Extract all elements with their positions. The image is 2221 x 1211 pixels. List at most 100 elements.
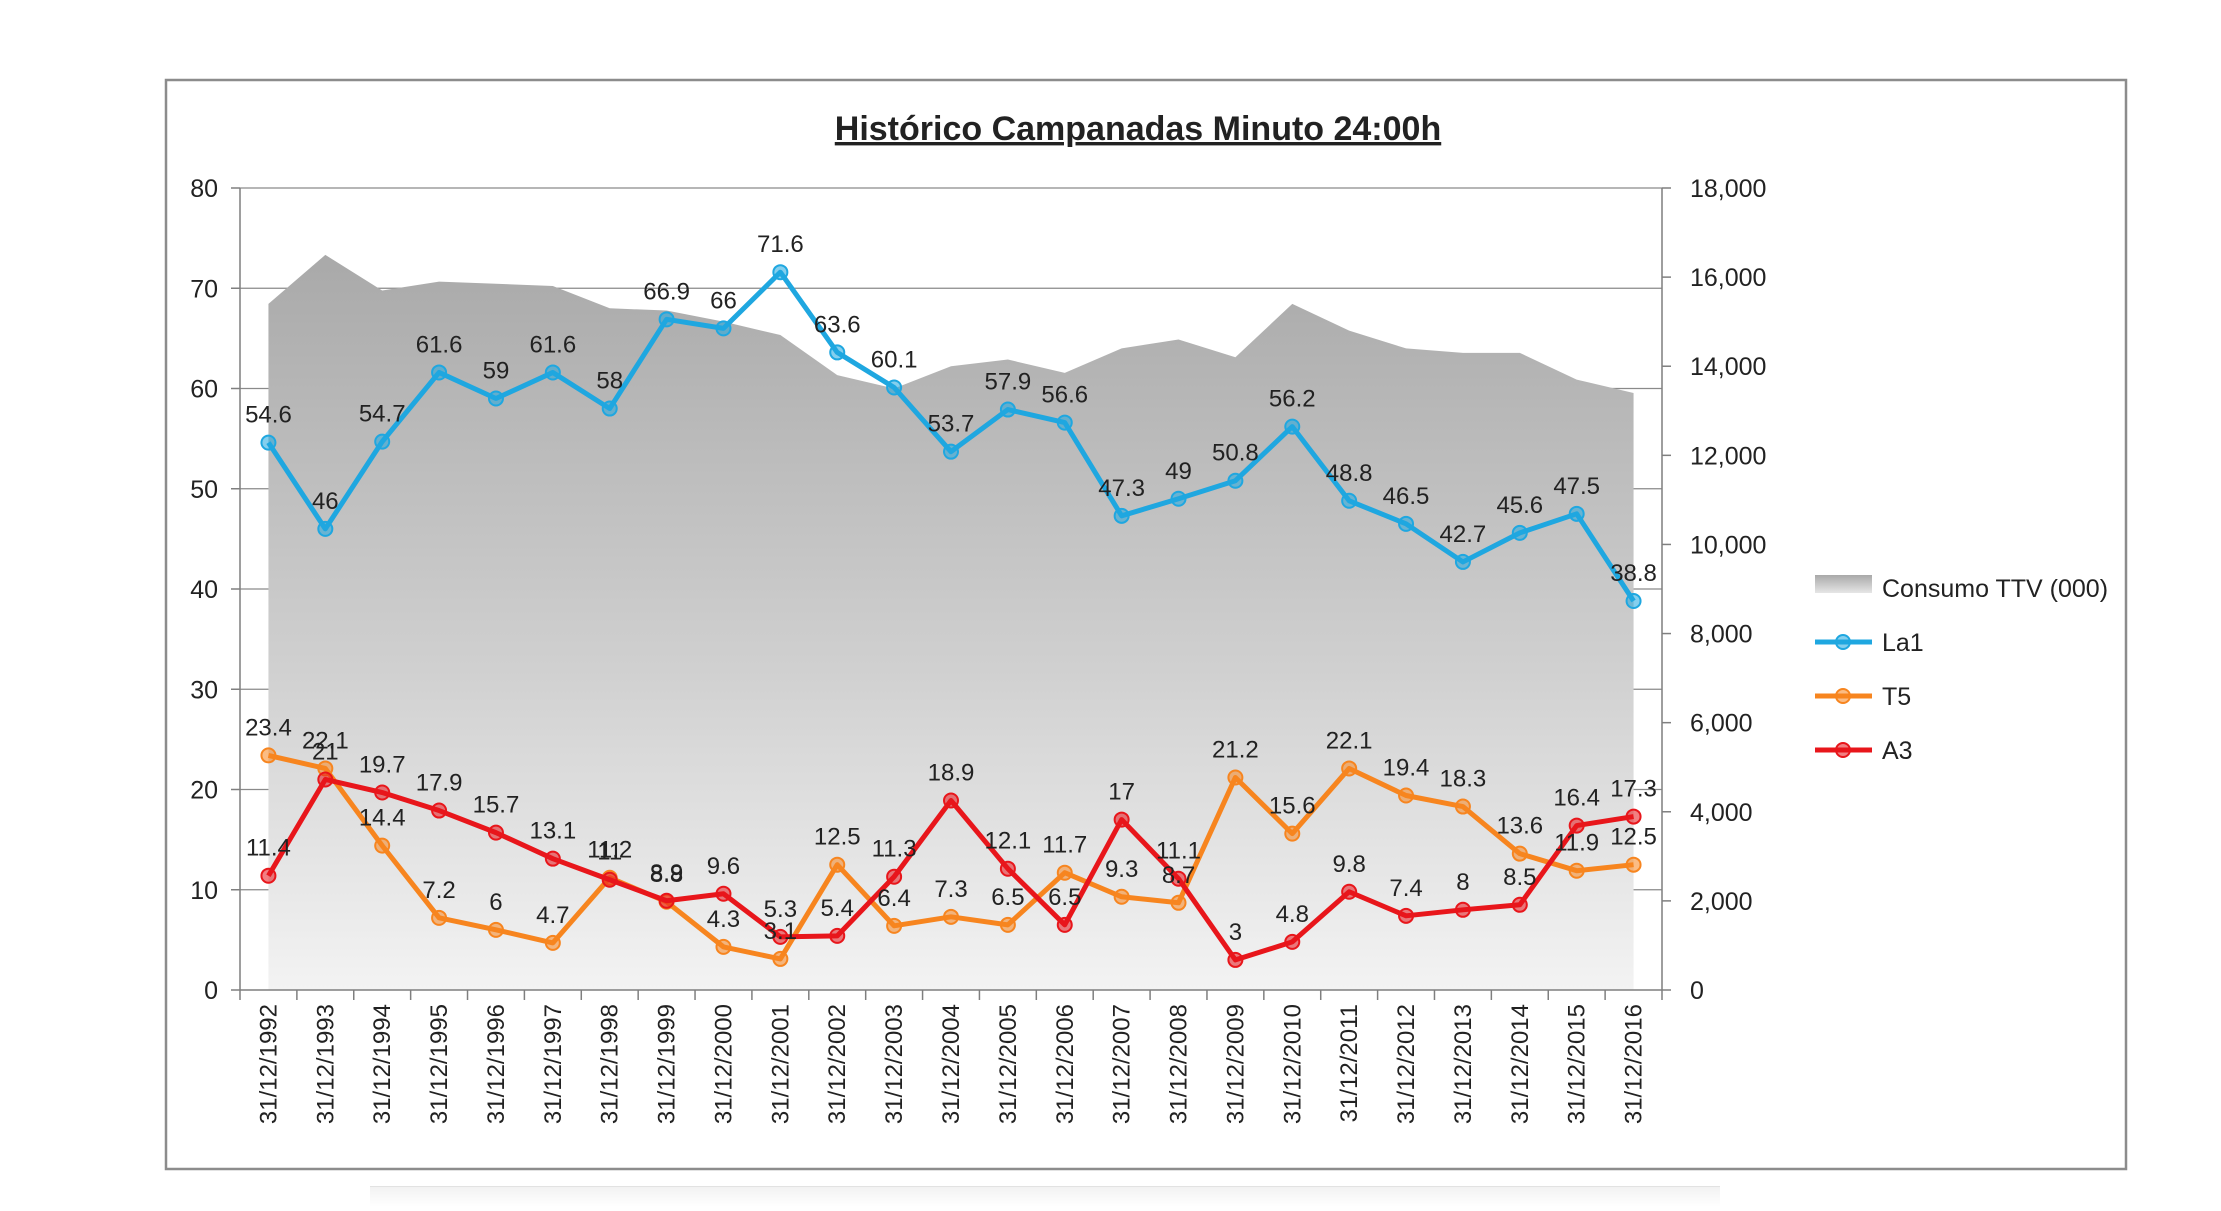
data-label-la1: 56.2 bbox=[1269, 386, 1316, 413]
marker-t5 bbox=[1398, 787, 1415, 804]
marker-t5 bbox=[431, 909, 448, 926]
marker-t5 bbox=[1056, 864, 1073, 881]
legend-marker-la1 bbox=[1835, 634, 1851, 650]
y-tick-label: 30 bbox=[190, 676, 218, 704]
data-label-la1: 57.9 bbox=[985, 369, 1032, 396]
marker-la1 bbox=[1398, 515, 1415, 532]
marker-t5 bbox=[772, 950, 789, 967]
data-label-a3: 18.9 bbox=[928, 760, 975, 787]
data-label-a3: 19.7 bbox=[359, 752, 406, 779]
y2-tick-label: 16,000 bbox=[1690, 264, 1766, 292]
y2-tick-label: 12,000 bbox=[1690, 442, 1766, 470]
data-label-t5: 23.4 bbox=[245, 714, 292, 741]
x-tick-label: 31/12/2005 bbox=[995, 1004, 1022, 1124]
marker-t5 bbox=[1511, 845, 1528, 862]
data-label-la1: 66.9 bbox=[643, 278, 690, 305]
data-label-a3: 16.4 bbox=[1553, 785, 1600, 812]
series-layer bbox=[260, 264, 1642, 968]
y2-tick-label: 6,000 bbox=[1690, 710, 1753, 738]
data-label-a3: 12.1 bbox=[985, 828, 1032, 855]
data-label-a3: 11.1 bbox=[1156, 838, 1201, 865]
x-tick-label: 31/12/2006 bbox=[1052, 1004, 1079, 1124]
data-label-la1: 61.6 bbox=[416, 331, 463, 358]
data-label-a3: 17.3 bbox=[1610, 776, 1657, 803]
y2-tick-label: 10,000 bbox=[1690, 531, 1766, 559]
marker-t5 bbox=[1113, 888, 1130, 905]
x-tick-label: 31/12/2009 bbox=[1222, 1004, 1249, 1124]
marker-la1 bbox=[1113, 507, 1130, 524]
x-tick-label: 31/12/2004 bbox=[938, 1004, 965, 1124]
marker-a3 bbox=[374, 784, 391, 801]
data-label-la1: 53.7 bbox=[928, 411, 975, 438]
data-label-a3: 7.4 bbox=[1389, 875, 1422, 902]
marker-a3 bbox=[544, 850, 561, 867]
marker-a3 bbox=[999, 860, 1016, 877]
data-label-t5: 11.7 bbox=[1042, 832, 1087, 859]
data-label-a3: 17 bbox=[1108, 779, 1135, 806]
marker-la1 bbox=[260, 434, 277, 451]
data-label-t5: 19.4 bbox=[1383, 755, 1430, 782]
marker-la1 bbox=[1454, 553, 1471, 570]
data-label-a3: 17.9 bbox=[416, 770, 463, 797]
data-label-t5: 4.7 bbox=[536, 902, 569, 929]
data-label-la1: 47.3 bbox=[1098, 475, 1145, 502]
x-tick-label: 31/12/1994 bbox=[369, 1004, 396, 1124]
marker-la1 bbox=[487, 390, 504, 407]
data-label-la1: 49 bbox=[1165, 458, 1192, 485]
marker-a3 bbox=[886, 868, 903, 885]
data-label-a3: 13.1 bbox=[529, 818, 576, 845]
y-tick-label: 0 bbox=[204, 977, 218, 1005]
data-label-t5: 7.3 bbox=[934, 876, 967, 903]
marker-t5 bbox=[1454, 798, 1471, 815]
legend-marker-t5 bbox=[1835, 688, 1851, 704]
y2-tick-label: 0 bbox=[1690, 977, 1704, 1005]
marker-t5 bbox=[1170, 894, 1187, 911]
y-tick-label: 40 bbox=[190, 576, 218, 604]
marker-la1 bbox=[1056, 414, 1073, 431]
data-label-la1: 45.6 bbox=[1496, 492, 1543, 519]
x-tick-label: 31/12/1999 bbox=[654, 1004, 681, 1124]
marker-la1 bbox=[1284, 418, 1301, 435]
data-label-la1: 61.6 bbox=[529, 331, 576, 358]
data-label-a3: 9.8 bbox=[1332, 851, 1365, 878]
data-label-a3: 8.5 bbox=[1503, 864, 1536, 891]
x-tick-label: 31/12/2012 bbox=[1393, 1004, 1420, 1124]
data-label-a3: 6.5 bbox=[1048, 884, 1081, 911]
marker-t5 bbox=[1284, 825, 1301, 842]
x-tick-label: 31/12/1997 bbox=[540, 1004, 567, 1124]
data-label-t5: 9.3 bbox=[1105, 856, 1138, 883]
data-label-a3: 4.8 bbox=[1276, 901, 1309, 928]
data-label-t5: 8.7 bbox=[1162, 862, 1195, 889]
data-label-a3: 11 bbox=[597, 839, 622, 866]
data-label-t5: 22.1 bbox=[302, 727, 349, 754]
marker-a3 bbox=[829, 927, 846, 944]
marker-la1 bbox=[1511, 524, 1528, 541]
data-label-t5: 8.8 bbox=[650, 861, 683, 888]
x-tick-label: 31/12/2000 bbox=[710, 1004, 737, 1124]
data-label-a3: 11.3 bbox=[872, 836, 917, 863]
data-label-t5: 4.3 bbox=[707, 906, 740, 933]
x-tick-label: 31/12/2011 bbox=[1336, 1004, 1363, 1122]
marker-t5 bbox=[999, 916, 1016, 933]
data-label-la1: 54.7 bbox=[359, 401, 406, 428]
data-label-a3: 11.4 bbox=[246, 835, 291, 862]
data-labels: 54.6 46 54.7 61.6 59 61.6 58 66.9 66 71.6 63.6 60.1… bbox=[245, 231, 1657, 946]
data-label-t5: 6 bbox=[489, 889, 502, 916]
bottom-shadow bbox=[370, 1186, 1720, 1207]
x-tick-label: 31/12/2002 bbox=[824, 1004, 851, 1124]
marker-t5 bbox=[260, 747, 277, 764]
marker-la1 bbox=[1625, 593, 1642, 610]
data-label-a3: 8.9 bbox=[650, 860, 683, 887]
data-label-a3: 9.6 bbox=[707, 853, 740, 880]
x-tick-label: 31/12/2015 bbox=[1564, 1004, 1591, 1124]
x-tick-label: 31/12/1995 bbox=[426, 1004, 453, 1124]
area-layer bbox=[268, 254, 1634, 991]
data-label-la1: 50.8 bbox=[1212, 440, 1259, 467]
y2-tick-label: 14,000 bbox=[1690, 353, 1766, 381]
marker-a3 bbox=[715, 885, 732, 902]
marker-t5 bbox=[715, 938, 732, 955]
x-tick-label: 31/12/2008 bbox=[1166, 1004, 1193, 1124]
marker-la1 bbox=[999, 401, 1016, 418]
y-tick-label: 50 bbox=[190, 476, 218, 504]
data-label-la1: 46.5 bbox=[1383, 483, 1430, 510]
